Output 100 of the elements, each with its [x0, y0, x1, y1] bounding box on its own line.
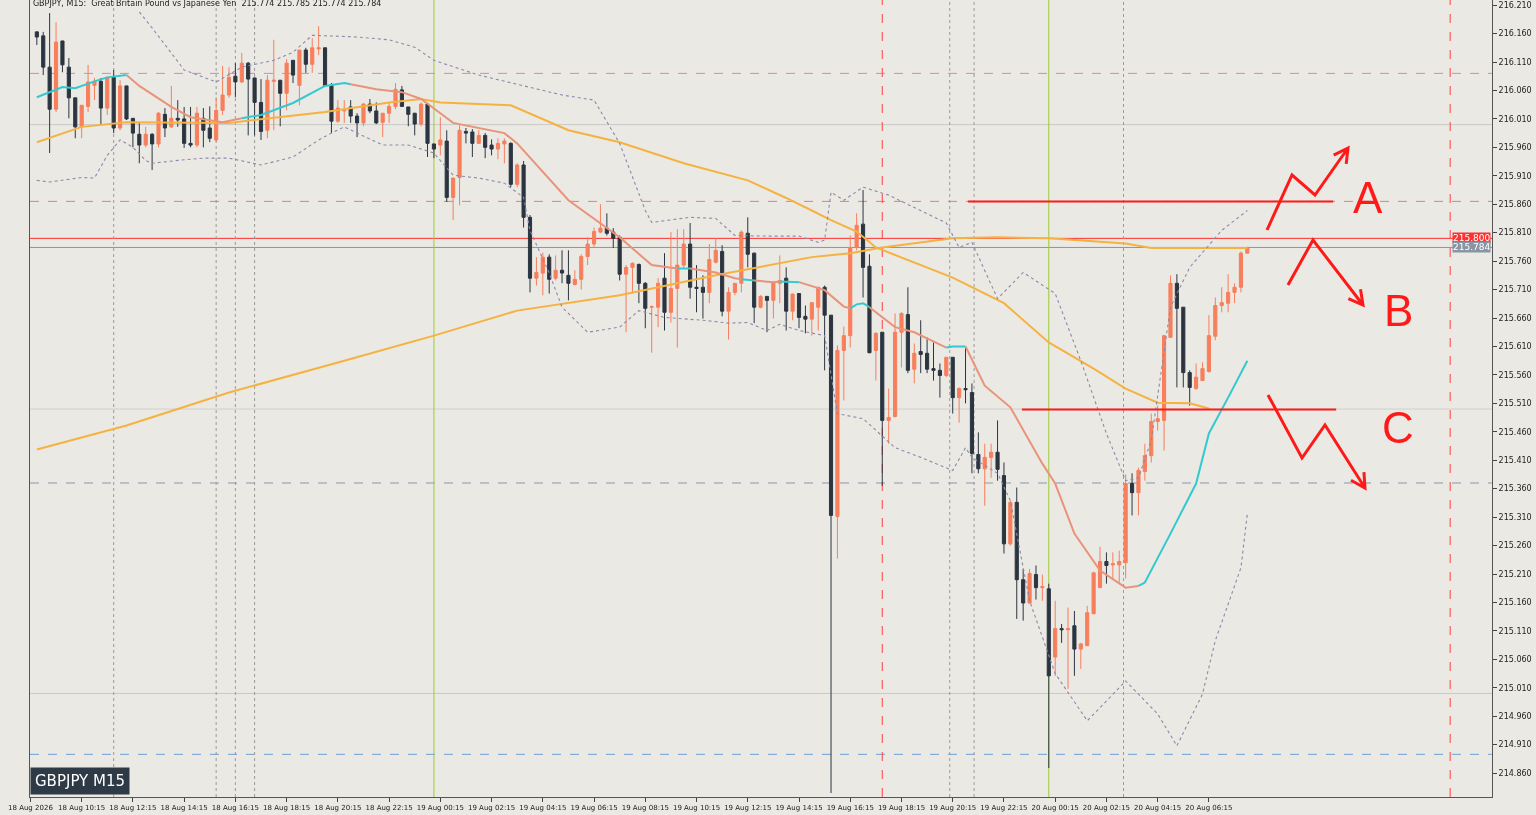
candlestick [963, 347, 968, 404]
candlestick [1123, 473, 1128, 580]
candlestick [630, 261, 635, 295]
candlestick [284, 58, 289, 111]
candlestick [937, 363, 942, 399]
candlestick [220, 65, 225, 116]
y-tick-label: 215.510 [1498, 399, 1532, 409]
line-series [35, 74, 128, 99]
candlestick [925, 336, 930, 374]
candlestick [1110, 551, 1115, 580]
candlestick [1065, 607, 1071, 690]
candlestick [989, 443, 994, 479]
candlestick [380, 112, 385, 138]
line-series [1137, 359, 1249, 587]
candlestick [976, 431, 981, 474]
candlestick [515, 162, 520, 188]
candlestick [1200, 361, 1205, 382]
candlestick [1117, 550, 1122, 584]
candlestick [867, 253, 872, 354]
candlestick [624, 264, 629, 333]
candlestick [495, 137, 501, 160]
y-tick-label: 214.860 [1498, 768, 1532, 778]
candlestick [489, 138, 494, 156]
candlestick [1232, 282, 1237, 304]
y-tick-label: 214.960 [1498, 712, 1532, 722]
ref-line-label: 215.800 [1453, 233, 1491, 243]
candlestick [508, 141, 513, 188]
candlestick [854, 212, 859, 251]
y-tick-label: 216.060 [1498, 86, 1532, 96]
candlestick [431, 143, 436, 159]
y-tick-label: 215.310 [1498, 512, 1532, 522]
candlestick [387, 101, 392, 124]
candlestick [1014, 487, 1019, 620]
ref-line-label: 215.784 [1453, 242, 1491, 252]
candlestick [1174, 273, 1179, 388]
candlestick [720, 244, 725, 317]
candlestick [848, 235, 853, 349]
candlestick [310, 37, 315, 74]
candlestick [796, 293, 802, 329]
candlestick [419, 101, 424, 127]
y-tick-label: 215.360 [1498, 484, 1532, 494]
candlestick [880, 331, 885, 487]
candlestick [1040, 574, 1045, 602]
candlestick [521, 160, 526, 229]
candlestick [726, 286, 731, 341]
candlestick [130, 117, 135, 148]
candlestick [566, 249, 571, 301]
candlestick [668, 231, 673, 324]
candlestick [899, 311, 904, 368]
candlestick [931, 341, 936, 382]
candlestick [476, 129, 481, 144]
candlestick [162, 107, 167, 138]
candlestick [1097, 546, 1103, 589]
candlestick [1008, 500, 1013, 547]
candlestick [732, 282, 738, 296]
candlestick [1033, 564, 1039, 601]
candlestick [886, 388, 891, 445]
candlestick [361, 102, 366, 127]
candlestick [355, 112, 360, 138]
y-tick-label: 215.710 [1498, 285, 1532, 295]
candlestick [585, 236, 590, 266]
candlestick [950, 356, 955, 415]
y-tick-label: 215.610 [1498, 342, 1532, 352]
candlestick [1155, 405, 1160, 432]
candlestick [1149, 413, 1154, 463]
candlestick [1001, 462, 1007, 555]
y-tick-label: 214.910 [1498, 740, 1532, 750]
y-tick-label: 215.810 [1498, 228, 1532, 238]
annotation: B [1384, 286, 1414, 335]
candlestick [483, 132, 488, 159]
candlestick [617, 235, 622, 281]
y-tick-label: 215.110 [1498, 626, 1532, 636]
candlestick [60, 40, 65, 73]
candlestick [1085, 605, 1090, 647]
y-tick-label: 215.910 [1498, 171, 1532, 181]
candlestick [1194, 363, 1199, 391]
y-tick-label: 216.160 [1498, 29, 1532, 39]
candlestick [995, 419, 1000, 482]
candlestick [649, 304, 654, 354]
candlestick [559, 249, 565, 284]
candlestick [547, 253, 552, 295]
candlestick [412, 112, 417, 136]
line-series [36, 126, 1248, 747]
candlestick [579, 253, 584, 291]
candlestick [1213, 297, 1218, 341]
y-tick-label: 216.010 [1498, 114, 1532, 124]
annotation: C [1382, 403, 1414, 452]
candlestick [322, 47, 328, 86]
candlestick [1059, 623, 1064, 644]
candlestick [374, 101, 379, 125]
y-tick-label: 215.210 [1498, 569, 1532, 579]
candlestick [1226, 273, 1231, 313]
candlestick [444, 129, 449, 203]
candlestick [118, 79, 123, 131]
candlestick [86, 64, 91, 113]
candlestick [79, 104, 84, 139]
candlestick [265, 74, 270, 139]
candlestick [860, 189, 866, 299]
line-series [349, 83, 679, 270]
candlestick [816, 286, 821, 332]
